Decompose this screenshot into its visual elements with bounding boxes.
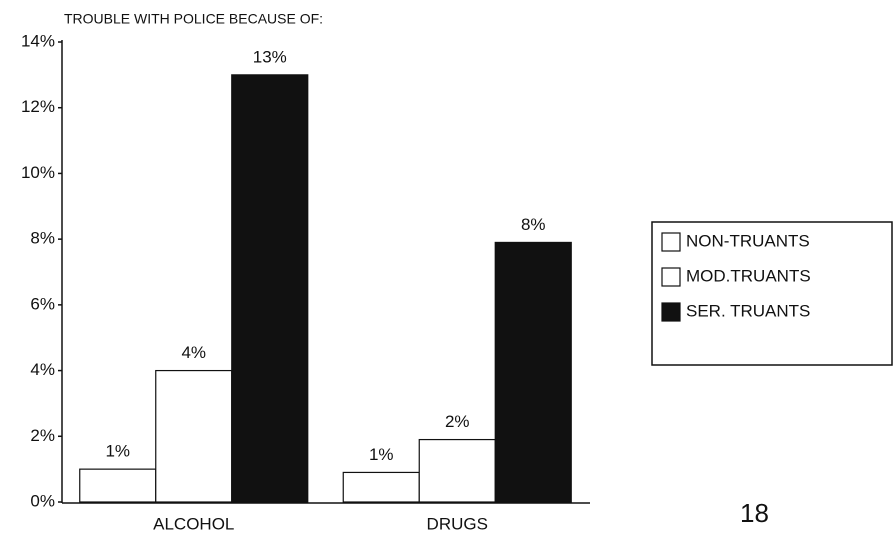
- legend-label: NON-TRUANTS: [686, 231, 810, 250]
- x-tick-label: DRUGS: [427, 514, 488, 533]
- y-tick-label: 0%: [30, 491, 55, 510]
- value-label: 8%: [521, 215, 546, 234]
- value-label: 1%: [105, 442, 130, 461]
- bar: [79, 468, 157, 503]
- chart-title: TROUBLE WITH POLICE BECAUSE OF:: [64, 11, 323, 27]
- y-tick-label: 6%: [30, 294, 55, 313]
- x-tick-label: ALCOHOL: [153, 514, 234, 533]
- y-tick-label: 12%: [21, 97, 55, 116]
- legend-label: MOD.TRUANTS: [686, 266, 811, 285]
- page-number: 18: [740, 498, 769, 528]
- legend-label: SER. TRUANTS: [686, 301, 810, 320]
- bar: [155, 369, 233, 503]
- y-tick-label: 14%: [21, 31, 55, 50]
- value-label: 2%: [445, 412, 470, 431]
- y-tick-label: 4%: [30, 360, 55, 379]
- value-label: 1%: [369, 445, 394, 464]
- legend-box: [651, 221, 893, 366]
- bar: [342, 471, 420, 503]
- y-tick-label: 10%: [21, 163, 55, 182]
- bar: [231, 74, 309, 503]
- value-label: 13%: [253, 47, 287, 66]
- legend-swatch: [661, 302, 681, 322]
- y-tick-label: 8%: [30, 229, 55, 248]
- y-tick-label: 2%: [30, 426, 55, 445]
- value-label: 4%: [181, 343, 206, 362]
- legend-swatch: [661, 267, 681, 287]
- bar: [494, 241, 572, 503]
- legend-swatch: [661, 232, 681, 252]
- bar: [418, 438, 496, 503]
